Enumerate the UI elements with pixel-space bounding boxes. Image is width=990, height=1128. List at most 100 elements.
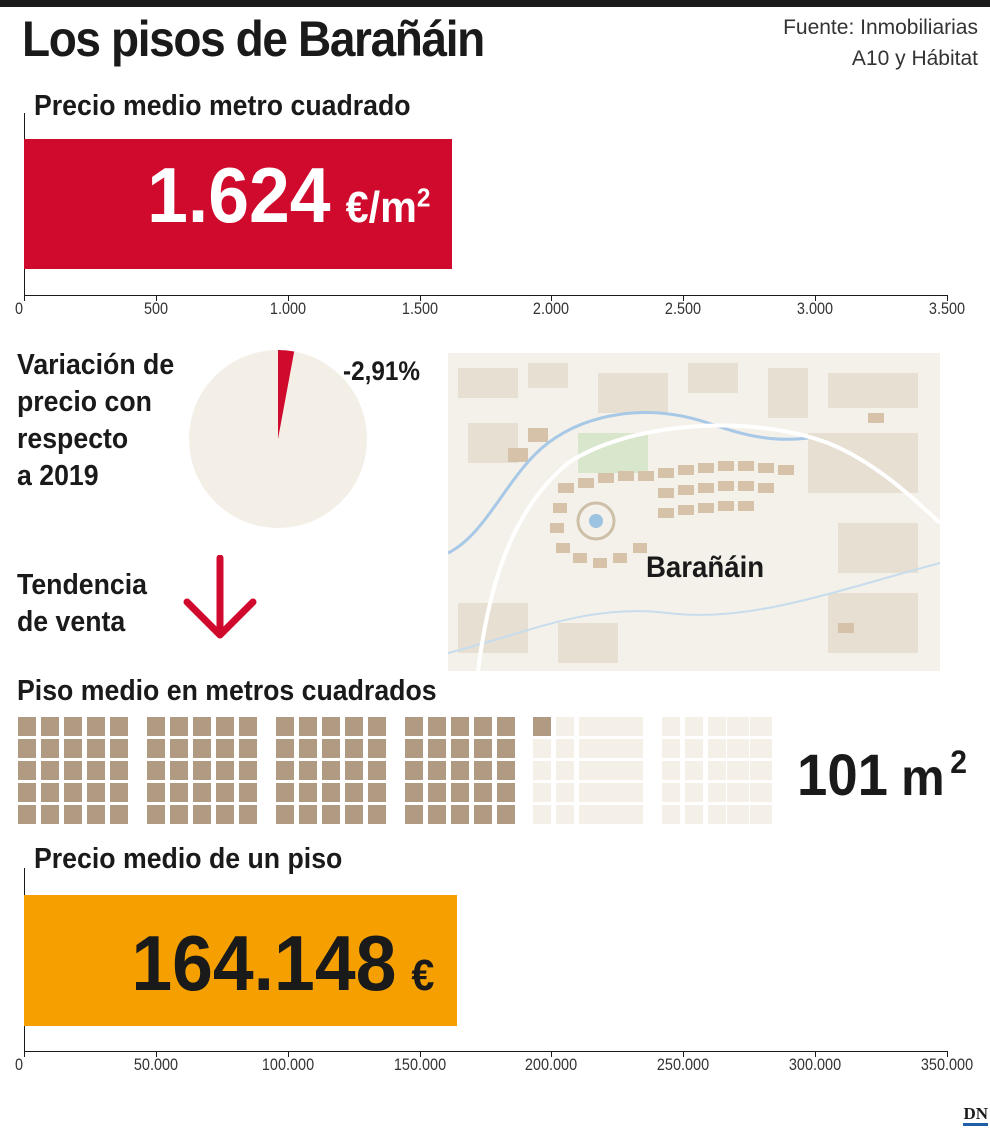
waffle-square [299,761,317,780]
waffle-square [239,805,257,824]
waffle-square [147,805,165,824]
waffle-square [727,783,745,802]
waffle-square [451,717,469,736]
waffle-group [597,717,638,824]
waffle-square [451,783,469,802]
waffle-square [147,761,165,780]
price-flat-value-label: 164.148 € [132,918,435,1009]
waffle-square [193,739,211,758]
waffle-square [87,761,105,780]
price-flat-tick-label: 100.000 [261,1055,314,1074]
price-m2-value: 1.624 [146,151,331,239]
waffle-square [216,761,234,780]
price-m2-unit-exp: 2 [416,182,431,213]
waffle-square [727,739,745,758]
price-m2-tick-mark [155,295,157,301]
waffle-square [556,717,574,736]
waffle-square [556,805,574,824]
waffle-square [110,783,128,802]
price-m2-tick-label: 1.000 [269,299,306,318]
price-m2-tick-mark [419,295,421,301]
waffle-square [110,805,128,824]
price-m2-x-axis [24,295,947,296]
waffle-square [662,783,680,802]
waffle-square [597,761,615,780]
price-flat-tick-label: 250.000 [657,1055,710,1074]
waffle-group [18,717,128,824]
waffle-square [620,805,638,824]
waffle-square [64,783,82,802]
waffle-square [368,783,386,802]
map-label: Barañáin [646,551,765,584]
waffle-square [708,805,726,824]
waffle-square [620,717,638,736]
waffle-square [87,717,105,736]
price-flat-x-axis [24,1051,947,1052]
price-m2-tick-mark [947,295,948,301]
area-unit-exp: 2 [950,744,967,780]
price-flat-tick-label: 150.000 [393,1055,446,1074]
waffle-square [533,805,551,824]
price-m2-tick-label: 500 [143,299,168,318]
price-m2-bar [24,139,453,269]
area-value: 101 [797,743,888,808]
waffle-square [64,739,82,758]
waffle-square [41,739,59,758]
price-flat-value: 164.148 [131,919,397,1007]
waffle-square [110,761,128,780]
waffle-square [497,717,515,736]
waffle-square [620,783,638,802]
waffle-square [662,761,680,780]
trend-label-line: Tendencia [17,569,147,601]
waffle-square [147,739,165,758]
waffle-square [708,761,726,780]
price-flat-tick-mark [155,1051,157,1057]
waffle-square [727,761,745,780]
waffle-square [64,761,82,780]
waffle-square [170,783,188,802]
waffle-square [110,717,128,736]
waffle-square [239,761,257,780]
waffle-square [41,717,59,736]
waffle-square [597,717,615,736]
waffle-square [474,805,492,824]
waffle-square [597,739,615,758]
waffle-square [64,805,82,824]
waffle-square [750,739,768,758]
waffle-square [727,805,745,824]
price-m2-tick-label: 1.500 [401,299,438,318]
waffle-square [533,761,551,780]
price-flat-title: Precio medio de un piso [34,843,343,875]
waffle-square [193,717,211,736]
waffle-square [147,783,165,802]
waffle-square [474,761,492,780]
waffle-square [170,739,188,758]
waffle-square [662,805,680,824]
waffle-square [685,761,703,780]
price-m2-unit: €/m2 [345,182,431,232]
waffle-square [579,805,597,824]
price-m2-tick-mark [551,295,553,301]
waffle-square [110,739,128,758]
waffle-square [41,761,59,780]
arrow-down-icon [183,555,257,639]
price-m2-tick-label: 3.500 [928,299,966,318]
waffle-square [474,739,492,758]
waffle-square [299,805,317,824]
price-m2-tick-label: 0 [14,299,24,318]
page-title: Los pisos de Barañáin [22,11,485,67]
waffle-group [405,717,515,824]
waffle-square [597,805,615,824]
variation-title-line: respecto [17,423,129,455]
waffle-square [368,739,386,758]
waffle-square [345,739,363,758]
waffle-square [18,761,36,780]
waffle-square [147,717,165,736]
waffle-square [597,783,615,802]
waffle-square [216,783,234,802]
waffle-square [708,717,726,736]
price-m2-unit-main: €/m [345,183,417,232]
waffle-square [276,805,294,824]
waffle-square [216,717,234,736]
waffle-square [750,805,768,824]
